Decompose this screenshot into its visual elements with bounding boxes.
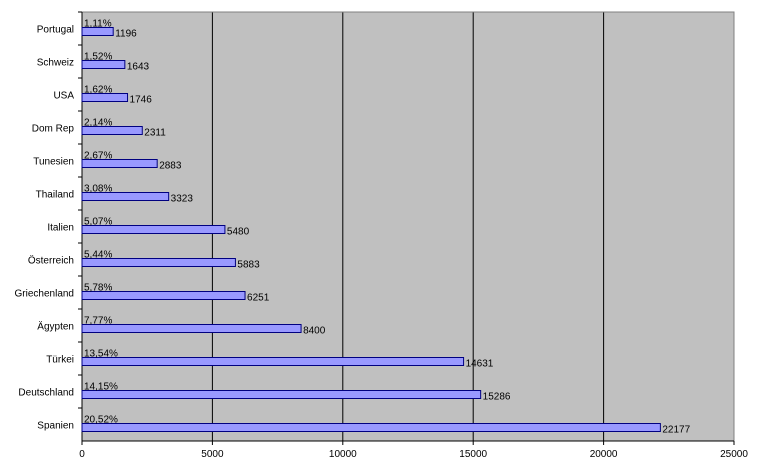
bar [81, 324, 302, 333]
x-tick-label: 20000 [590, 449, 618, 460]
category-label: Schweiz [37, 58, 74, 69]
percent-label: 2,67% [84, 151, 112, 162]
value-label: 1746 [130, 95, 153, 106]
bar [81, 357, 465, 366]
category-label: Dom Rep [32, 124, 75, 135]
value-label: 5883 [237, 260, 260, 271]
bar [81, 291, 246, 300]
percent-label: 13,54% [84, 349, 118, 360]
percent-label: 1,52% [84, 52, 112, 63]
percent-label: 1,11% [84, 19, 112, 30]
bar [81, 390, 482, 399]
category-label: Deutschland [18, 388, 74, 399]
value-label: 2311 [144, 128, 166, 139]
bar [81, 258, 236, 267]
percent-label: 14,15% [84, 382, 118, 393]
percent-label: 5,78% [84, 283, 112, 294]
value-label: 3323 [171, 194, 194, 205]
percent-label: 1,62% [84, 85, 112, 96]
category-label: Spanien [37, 421, 74, 432]
category-label: Türkei [46, 355, 74, 366]
x-tick-label: 10000 [329, 449, 357, 460]
bar [81, 126, 143, 135]
percent-label: 20,52% [84, 415, 118, 426]
x-tick-label: 5000 [201, 449, 224, 460]
value-label: 2883 [159, 161, 182, 172]
bar [81, 225, 226, 234]
category-label: Italien [47, 223, 74, 234]
percent-label: 7,77% [84, 316, 112, 327]
bar [81, 93, 129, 102]
value-label: 8400 [303, 326, 326, 337]
percent-label: 2,14% [84, 118, 112, 129]
bar [81, 159, 158, 168]
value-label: 6251 [247, 293, 270, 304]
bar [81, 192, 170, 201]
x-tick-label: 0 [79, 449, 85, 460]
x-tick-label: 15000 [459, 449, 487, 460]
value-label: 22177 [662, 425, 690, 436]
bar [81, 60, 126, 69]
category-label: Österreich [28, 255, 74, 267]
value-label: 14631 [466, 359, 494, 370]
value-label: 15286 [483, 392, 511, 403]
category-label: Tunesien [33, 157, 74, 168]
percent-label: 5,44% [84, 250, 112, 261]
category-label: Griechenland [15, 289, 74, 300]
value-label: 5480 [227, 227, 250, 238]
value-label: 1196 [115, 29, 137, 40]
bar [81, 423, 661, 432]
x-tick-label: 25000 [720, 449, 748, 460]
category-label: Portugal [37, 25, 74, 36]
bar [81, 27, 114, 36]
category-label: Thailand [36, 190, 74, 201]
category-label: USA [53, 91, 74, 102]
percent-label: 5,07% [84, 217, 112, 228]
category-label: Ägypten [37, 321, 74, 333]
value-label: 1643 [127, 62, 150, 73]
percent-label: 3,08% [84, 184, 112, 195]
